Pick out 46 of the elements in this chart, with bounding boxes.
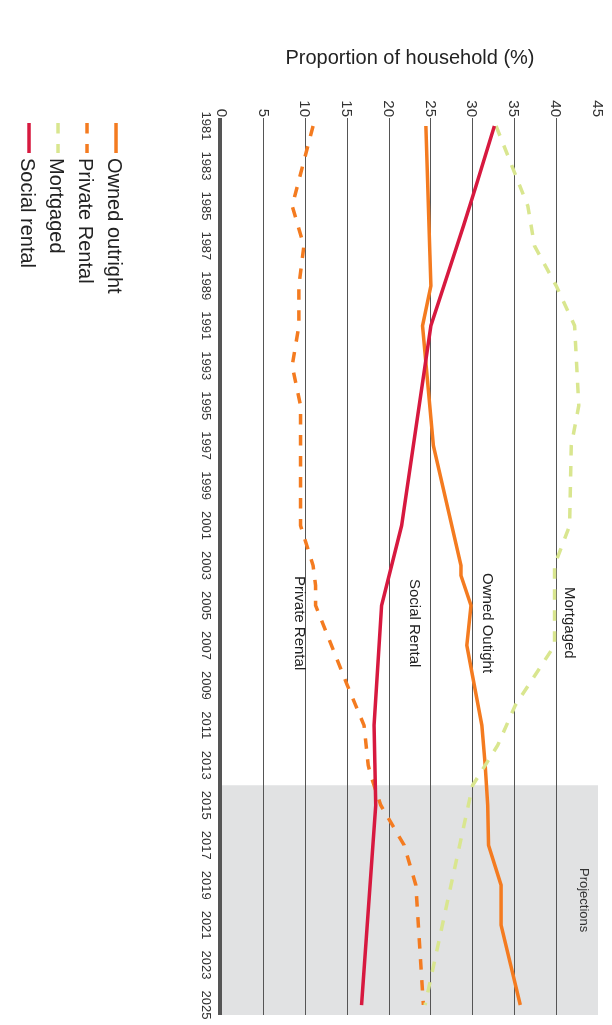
annotation: Private Rental	[292, 576, 309, 671]
x-tick-label: 45	[589, 100, 607, 117]
y-tick-label: 2017	[199, 830, 215, 860]
x-tick-label: 35	[506, 100, 524, 117]
x-tick-label: 20	[380, 100, 398, 117]
y-tick-label: 1999	[199, 471, 215, 501]
line-series	[359, 124, 497, 1007]
x-tick-label: 0	[213, 108, 231, 117]
band-label: Projections	[577, 868, 592, 933]
annotation: Mortgaged	[562, 587, 579, 659]
x-tick-label: 30	[464, 100, 482, 117]
y-tick-label: 1989	[199, 271, 215, 301]
y-tick-label: 2009	[199, 670, 215, 700]
annotation: Social Rental	[407, 579, 424, 668]
x-tick-label: 15	[339, 100, 357, 117]
legend-label: Social rental	[17, 158, 40, 269]
y-tick-label: 1995	[199, 391, 215, 421]
legend-label: Private Rental	[75, 158, 98, 284]
annotation: Owned Outight	[480, 573, 497, 674]
y-tick-label: 1997	[199, 431, 215, 461]
y-tick-label: 2025	[199, 990, 215, 1020]
y-tick-label: 1987	[199, 231, 215, 261]
y-tick-label: 2013	[199, 750, 215, 780]
y-tick-label: 2021	[199, 910, 215, 940]
legend-label: Mortgaged	[46, 158, 69, 254]
y-tick-label: 1983	[199, 151, 215, 181]
y-tick-label: 2019	[199, 870, 215, 900]
y-tick-label: 2003	[199, 551, 215, 580]
x-tick-label: 5	[255, 108, 273, 117]
y-tick-label: 2011	[199, 711, 215, 740]
y-tick-label: 1993	[199, 351, 215, 381]
y-tick-label: 2001	[199, 511, 215, 541]
x-tick-label: 10	[297, 100, 315, 117]
line-series	[420, 124, 523, 1007]
y-tick-label: 2007	[199, 630, 215, 660]
x-tick-label: 40	[547, 100, 565, 117]
y-tick-label: 2015	[199, 790, 215, 820]
x-axis-title: Proportion of household (%)	[285, 45, 535, 68]
y-tick-label: 1981	[199, 111, 215, 141]
y-tick-label: 2005	[199, 591, 215, 620]
line-series	[290, 124, 426, 1007]
legend-label: Owned outright	[104, 158, 127, 295]
y-tick-label: 1985	[199, 191, 215, 221]
y-tick-label: 1991	[199, 311, 215, 341]
x-tick-label: 25	[422, 100, 440, 117]
y-tick-label: 2023	[199, 950, 215, 980]
